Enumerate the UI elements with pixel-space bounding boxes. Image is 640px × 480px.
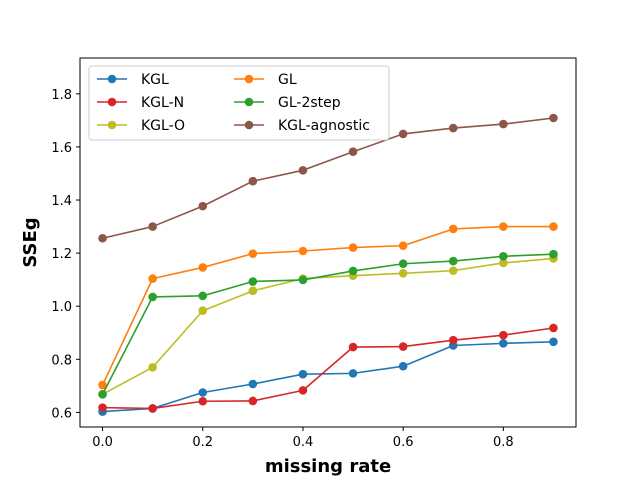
series-line-gl (101, 225, 554, 386)
data-point-kgl-agnostic (448, 123, 458, 133)
data-point-kgl (248, 379, 258, 389)
data-point-gl (248, 249, 258, 258)
data-point-kgl-n (549, 323, 558, 333)
data-point-kgl (198, 388, 208, 397)
series-line-kgl (102, 340, 554, 413)
data-point-gl-2step (98, 390, 107, 399)
legend-marker-kgl-o (107, 120, 117, 130)
series-line-kgl-agnostic (102, 117, 554, 240)
legend-label-kgl-agnostic: KGL-agnostic (278, 118, 370, 134)
data-point-kgl-o (448, 266, 458, 275)
legend-label-kgl: KGL (141, 72, 169, 88)
legend-label-gl-2step: GL-2step (278, 95, 341, 111)
legend-marker-gl (244, 74, 254, 84)
data-point-kgl-o (148, 362, 157, 372)
x-axis-ticks: 0.0 0.2 0.4 0.6 0.8 (92, 427, 514, 450)
data-point-kgl-o (248, 286, 258, 296)
y-tick-label: 0.8 (51, 353, 72, 368)
series-layer (98, 113, 558, 416)
data-point-kgl-agnostic (348, 147, 358, 157)
data-point-gl (398, 241, 408, 250)
data-point-kgl-n (398, 342, 408, 351)
data-point-gl (298, 246, 308, 256)
x-axis-label: missing rate (265, 456, 391, 477)
data-point-gl (198, 263, 208, 272)
data-point-gl (448, 224, 458, 234)
data-point-kgl-o (398, 268, 408, 278)
data-point-gl-2step (348, 266, 358, 276)
data-point-gl-2step (298, 275, 308, 285)
data-point-kgl-n (448, 335, 458, 345)
legend-label-kgl-o: KGL-O (141, 118, 185, 134)
data-point-gl-2step (549, 249, 558, 259)
y-tick-label: 1.4 (51, 194, 72, 209)
x-tick-label: 0.4 (293, 435, 314, 450)
y-tick-label: 1.2 (51, 247, 72, 262)
plot-frame (79, 57, 577, 428)
data-point-kgl-agnostic (248, 176, 258, 186)
data-point-kgl-n (198, 396, 208, 406)
y-tick-label: 1.8 (51, 88, 72, 103)
data-point-kgl (398, 361, 408, 371)
data-point-kgl-n (98, 403, 107, 412)
data-point-kgl-n (148, 404, 157, 413)
legend: KGL KGL-N KGL-O GL GL-2step KGL-agnostic (88, 65, 390, 141)
data-point-kgl-n (248, 396, 258, 406)
data-point-kgl-agnostic (198, 201, 208, 211)
data-point-gl (348, 243, 358, 252)
data-point-kgl-n (348, 342, 358, 352)
y-tick-label: 1.0 (51, 300, 72, 315)
data-point-gl-2step (148, 292, 157, 302)
data-point-kgl-n (499, 330, 508, 340)
data-point-gl-2step (448, 256, 458, 266)
data-point-kgl (348, 369, 358, 378)
data-point-kgl-agnostic (499, 119, 508, 129)
data-point-kgl-agnostic (298, 165, 308, 175)
data-point-gl (148, 274, 157, 283)
legend-marker-kgl (107, 74, 117, 84)
legend-marker-gl-2step (244, 97, 254, 107)
data-point-kgl (298, 369, 308, 379)
series-line-gl-2step (101, 253, 554, 395)
y-tick-label: 0.6 (51, 406, 72, 421)
data-point-kgl (549, 337, 558, 347)
legend-marker-kgl-agnostic (244, 120, 254, 130)
data-point-gl (98, 380, 107, 390)
data-point-kgl (499, 339, 508, 348)
x-tick-label: 0.2 (192, 435, 213, 450)
data-point-kgl-agnostic (549, 113, 558, 123)
x-tick-label: 0.6 (393, 435, 414, 450)
data-point-kgl-agnostic (98, 233, 107, 243)
legend-marker-kgl-n (107, 97, 117, 107)
y-tick-label: 1.6 (51, 141, 72, 156)
x-tick-label: 0.0 (92, 435, 113, 450)
legend-label-gl: GL (278, 72, 297, 88)
data-point-kgl-o (198, 306, 208, 316)
y-axis-ticks: 0.6 0.8 1.0 1.2 1.4 1.6 1.8 (51, 88, 80, 421)
data-point-gl (499, 222, 508, 231)
data-point-gl (549, 222, 558, 231)
data-point-kgl-o (499, 258, 508, 268)
data-point-kgl-n (298, 386, 308, 395)
data-point-gl-2step (398, 259, 408, 269)
data-point-gl-2step (499, 252, 508, 261)
series-line-kgl-o (102, 257, 554, 396)
legend-label-kgl-n: KGL-N (141, 95, 184, 111)
legend-box (88, 65, 390, 141)
data-point-gl-2step (198, 291, 208, 301)
data-point-kgl-agnostic (148, 222, 157, 231)
data-point-kgl-agnostic (398, 129, 408, 139)
data-point-gl-2step (248, 277, 258, 286)
y-axis-label: SSEg (20, 217, 41, 267)
series-line-kgl-n (102, 327, 554, 410)
x-tick-label: 0.8 (493, 435, 514, 450)
